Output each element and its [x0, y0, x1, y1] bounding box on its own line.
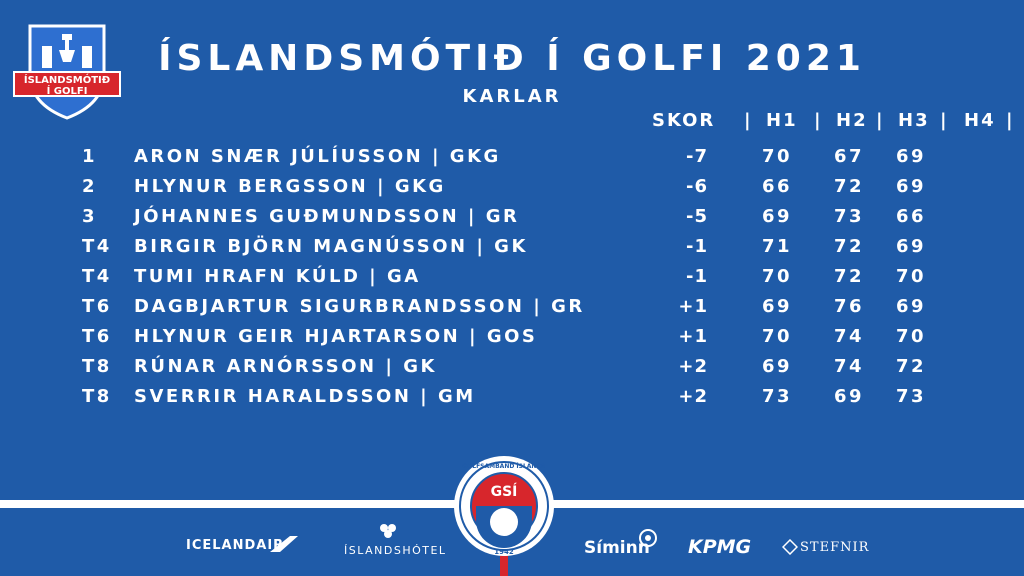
row-player: BIRGIR BJÖRN MAGNÚSSON | GK: [134, 236, 528, 257]
row-h1: 69: [762, 356, 793, 377]
row-score: -7: [686, 146, 708, 167]
background: [0, 0, 1024, 500]
row-h2: 74: [834, 326, 865, 347]
row-score: +2: [678, 386, 708, 407]
row-score: +1: [678, 326, 708, 347]
table-row: T8 SVERRIR HARALDSSON | GM +2 73 69 73: [0, 386, 1024, 416]
row-position: 1: [82, 146, 98, 167]
svg-text:1942: 1942: [494, 548, 514, 556]
sponsor-siminn: Síminn: [584, 538, 650, 558]
row-h3: 70: [896, 326, 927, 347]
page-title: ÍSLANDSMÓTIÐ Í GOLFI 2021: [158, 38, 866, 79]
header-separator: |: [940, 110, 947, 131]
header-separator: |: [1006, 110, 1013, 131]
row-h2: 76: [834, 296, 865, 317]
sponsor-icelandair: ICELANDAIR: [186, 538, 285, 553]
table-row: 3 JÓHANNES GUÐMUNDSSON | GR -5 69 73 66: [0, 206, 1024, 236]
row-h3: 72: [896, 356, 927, 377]
table-row: T4 TUMI HRAFN KÚLD | GA -1 70 72 70: [0, 266, 1024, 296]
table-row: 2 HLYNUR BERGSSON | GKG -6 66 72 69: [0, 176, 1024, 206]
row-h3: 69: [896, 296, 927, 317]
header-score: SKOR: [652, 110, 716, 131]
row-position: 2: [82, 176, 98, 197]
row-score: -1: [686, 266, 708, 287]
row-h3: 73: [896, 386, 927, 407]
row-h2: 72: [834, 236, 865, 257]
row-score: +2: [678, 356, 708, 377]
header-separator: |: [876, 110, 883, 131]
row-score: +1: [678, 296, 708, 317]
row-position: T8: [82, 356, 112, 377]
row-player: HLYNUR GEIR HJARTARSON | GOS: [134, 326, 538, 347]
row-h1: 70: [762, 266, 793, 287]
row-position: T6: [82, 296, 112, 317]
row-player: HLYNUR BERGSSON | GKG: [134, 176, 446, 197]
table-row: T4 BIRGIR BJÖRN MAGNÚSSON | GK -1 71 72 …: [0, 236, 1024, 266]
table-row: T8 RÚNAR ARNÓRSSON | GK +2 69 74 72: [0, 356, 1024, 386]
svg-text:ÍSLANDSMÓTIÐ: ÍSLANDSMÓTIÐ: [24, 73, 110, 86]
row-h2: 73: [834, 206, 865, 227]
icelandair-icon: [270, 536, 298, 552]
stefnir-icon: [782, 539, 798, 555]
row-player: DAGBJARTUR SIGURBRANDSSON | GR: [134, 296, 585, 317]
row-score: -1: [686, 236, 708, 257]
row-h2: 74: [834, 356, 865, 377]
row-h1: 73: [762, 386, 793, 407]
row-h3: 70: [896, 266, 927, 287]
row-h1: 71: [762, 236, 793, 257]
svg-text:GSÍ: GSÍ: [491, 483, 518, 500]
sponsor-hotel: ÍSLANDSHÓTEL: [344, 544, 447, 557]
row-player: SVERRIR HARALDSSON | GM: [134, 386, 476, 407]
row-player: JÓHANNES GUÐMUNDSSON | GR: [134, 206, 520, 227]
row-h1: 69: [762, 206, 793, 227]
gsi-badge: GSÍ 1942 GOLFSAMBAND ÍSLANDS: [452, 450, 556, 560]
row-position: 3: [82, 206, 98, 227]
row-h2: 69: [834, 386, 865, 407]
gsi-logo-icon: GSÍ 1942 GOLFSAMBAND ÍSLANDS: [454, 456, 554, 556]
header-h3: H3: [898, 110, 930, 131]
row-score: -5: [686, 206, 708, 227]
row-h2: 72: [834, 266, 865, 287]
table-row: T6 DAGBJARTUR SIGURBRANDSSON | GR +1 69 …: [0, 296, 1024, 326]
row-h1: 66: [762, 176, 793, 197]
row-player: TUMI HRAFN KÚLD | GA: [134, 266, 421, 287]
header-h1: H1: [766, 110, 798, 131]
row-h3: 69: [896, 146, 927, 167]
hotel-flower-icon: [380, 524, 396, 538]
tournament-logo-icon: ÍSLANDSMÓTIÐ Í GOLFI: [13, 24, 121, 120]
sponsor-kpmg: KPMG: [688, 536, 752, 558]
header-separator: |: [814, 110, 821, 131]
header-h4: H4: [964, 110, 996, 131]
tournament-logo: ÍSLANDSMÓTIÐ Í GOLFI: [12, 12, 122, 122]
row-h1: 70: [762, 146, 793, 167]
row-score: -6: [686, 176, 708, 197]
row-h2: 67: [834, 146, 865, 167]
row-h1: 69: [762, 296, 793, 317]
header-separator: |: [744, 110, 751, 131]
row-position: T6: [82, 326, 112, 347]
table-row: T6 HLYNUR GEIR HJARTARSON | GOS +1 70 74…: [0, 326, 1024, 356]
row-h2: 72: [834, 176, 865, 197]
siminn-icon: [639, 529, 657, 547]
row-position: T4: [82, 266, 112, 287]
table-row: 1 ARON SNÆR JÚLÍUSSON | GKG -7 70 67 69: [0, 146, 1024, 176]
row-player: RÚNAR ARNÓRSSON | GK: [134, 356, 437, 377]
row-position: T4: [82, 236, 112, 257]
row-player: ARON SNÆR JÚLÍUSSON | GKG: [134, 146, 501, 167]
row-h3: 69: [896, 176, 927, 197]
row-h1: 70: [762, 326, 793, 347]
svg-text:Í GOLFI: Í GOLFI: [47, 84, 88, 97]
row-h3: 66: [896, 206, 927, 227]
row-position: T8: [82, 386, 112, 407]
header-h2: H2: [836, 110, 868, 131]
sponsor-stefnir: STEFNIR: [800, 540, 870, 555]
page-subtitle: KARLAR: [462, 86, 562, 107]
row-h3: 69: [896, 236, 927, 257]
svg-text:GOLFSAMBAND ÍSLANDS: GOLFSAMBAND ÍSLANDS: [462, 462, 546, 470]
